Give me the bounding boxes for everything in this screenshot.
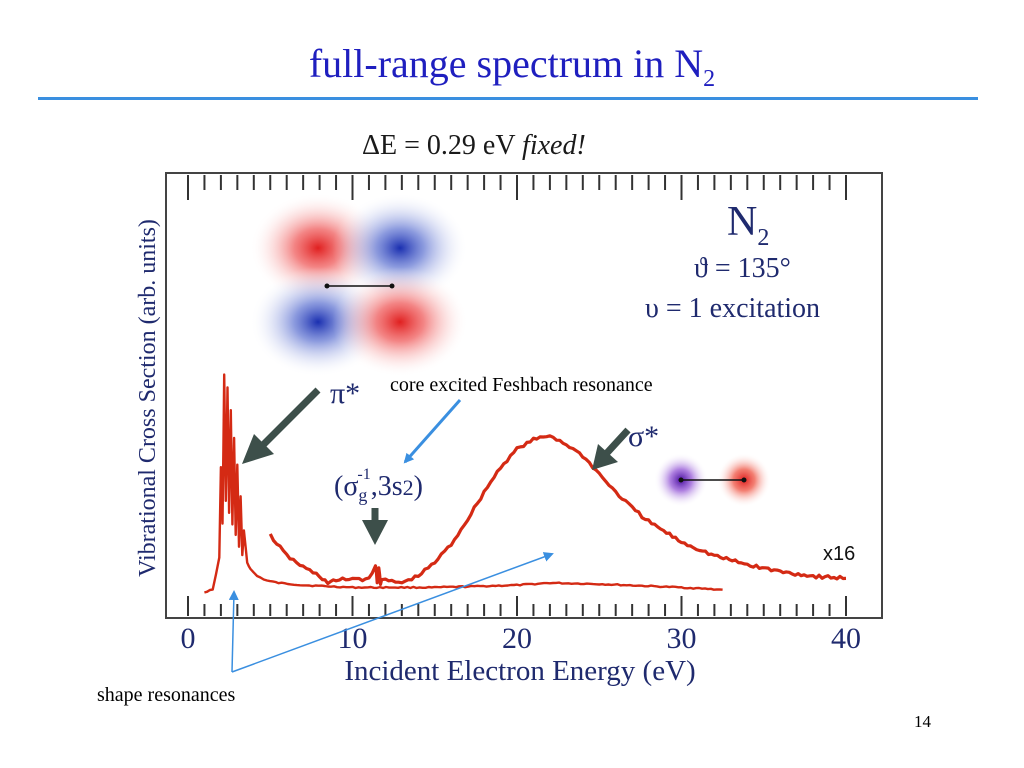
plot-frame — [165, 172, 883, 619]
feshbach-arrow — [362, 508, 388, 545]
chart-header: ΔE = 0.29 eV fixed! — [362, 130, 586, 161]
x-tick-label: 0 — [181, 622, 196, 655]
feshbach-sup2: 2 — [403, 475, 414, 500]
angle-label: ϑ = 135° — [694, 253, 791, 284]
x-tick-label: 30 — [667, 622, 697, 655]
x-tick-label: 20 — [502, 622, 532, 655]
sigma-star-orbital-image — [654, 453, 771, 507]
feshbach-sub: g — [358, 485, 367, 505]
feshbach-mid: ,3s — [371, 471, 403, 502]
slide-title: full-range spectrum in N2 — [0, 40, 1024, 93]
bottom-ticks — [187, 596, 847, 616]
shape-callout-arrow-2 — [231, 552, 554, 673]
molecule-subscript: 2 — [757, 225, 769, 251]
x-tick-label: 40 — [831, 622, 861, 655]
feshbach-note: core excited Feshbach resonance — [390, 374, 653, 396]
pi-star-arrow — [242, 387, 321, 464]
slide-title-text: full-range spectrum in N — [308, 41, 704, 86]
slide-title-subscript: 2 — [703, 66, 716, 92]
feshbach-close: ) — [414, 471, 423, 502]
pi-star-label: π* — [330, 377, 360, 410]
shape-callout-arrow-1 — [228, 590, 239, 673]
page-number: 14 — [914, 712, 931, 731]
spectrum-line-x1 — [204, 373, 723, 594]
excitation-label: υ = 1 excitation — [645, 293, 820, 324]
spectrum-line-x16 — [268, 434, 847, 586]
feshbach-label: (σg -1,3s2) — [334, 466, 423, 505]
pi-star-orbital-image — [250, 193, 470, 377]
title-rule — [38, 97, 978, 100]
header-tail: fixed! — [522, 130, 586, 161]
top-ticks — [187, 175, 847, 200]
shape-resonances-note: shape resonances — [97, 684, 236, 706]
feshbach-sup: -1 — [357, 466, 370, 483]
molecule-label: N2 — [727, 199, 769, 251]
header-delta: ΔE — [362, 130, 397, 161]
header-value: = 0.29 eV — [397, 130, 522, 161]
y-axis-label: Vibrational Cross Section (arb. units) — [135, 219, 161, 577]
x-tick-labels: 0 10 20 30 40 — [181, 622, 862, 655]
feshbach-callout-arrow — [403, 399, 462, 464]
scale-factor-label: x16 — [823, 543, 855, 565]
sigma-star-label: σ* — [628, 420, 659, 453]
feshbach-open: (σ — [334, 471, 358, 502]
sigma-star-arrow — [592, 427, 631, 470]
molecule-text: N — [727, 199, 757, 245]
x-axis-label: Incident Electron Energy (eV) — [344, 655, 695, 687]
